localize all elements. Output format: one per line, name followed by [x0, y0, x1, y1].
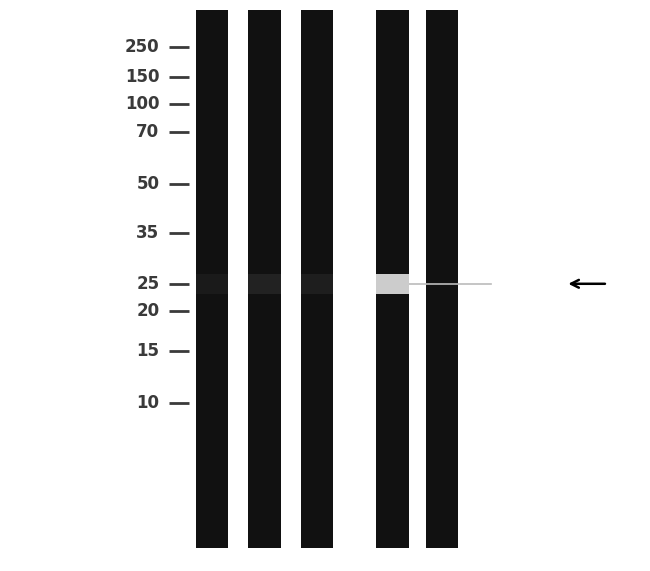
Text: 250: 250: [125, 38, 159, 56]
Bar: [426, 10, 458, 548]
Bar: [192, 10, 549, 548]
Text: 25: 25: [136, 275, 159, 293]
Text: 20: 20: [136, 302, 159, 320]
Bar: [301, 274, 333, 294]
Bar: [248, 10, 281, 548]
Bar: [376, 10, 409, 548]
Bar: [376, 274, 409, 294]
Text: 35: 35: [136, 224, 159, 242]
Bar: [196, 10, 228, 548]
Text: 100: 100: [125, 95, 159, 114]
Text: 150: 150: [125, 68, 159, 86]
Text: 50: 50: [136, 175, 159, 193]
Bar: [248, 274, 281, 294]
Text: 70: 70: [136, 123, 159, 142]
Text: 10: 10: [136, 394, 159, 412]
Bar: [301, 10, 333, 548]
Bar: [196, 274, 228, 294]
Text: 15: 15: [136, 341, 159, 360]
